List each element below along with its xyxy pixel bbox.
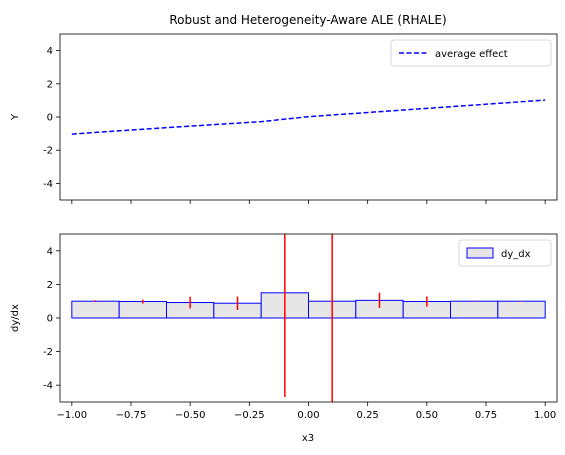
- plot-area: [71, 234, 546, 402]
- y-tick-label: 2: [47, 79, 53, 90]
- y-tick-label: 4: [47, 246, 53, 257]
- legend-label: average effect: [435, 49, 508, 60]
- x-tick-label: −0.75: [116, 410, 147, 421]
- bar: [450, 300, 499, 319]
- axes-frame: [59, 233, 558, 403]
- y-tick-label: -4: [43, 381, 53, 392]
- plot-area: [71, 99, 546, 135]
- x-tick-label: 0.50: [416, 410, 438, 421]
- legend-label: dy_dx: [501, 249, 531, 260]
- axes-frame: [59, 33, 558, 201]
- x-tick-label: 0.25: [357, 410, 379, 421]
- y-tick-label: -2: [43, 347, 53, 358]
- top-panel: -4 -2 0 2 4 average effect: [43, 33, 558, 204]
- x-tick-label: 1.00: [534, 410, 556, 421]
- y-tick-label: -2: [43, 146, 53, 157]
- bottom-y-axis-label: dy/dx: [10, 304, 21, 332]
- legend-box: [458, 239, 552, 267]
- x-tick-label: −1.00: [57, 410, 88, 421]
- average-effect-line: [71, 99, 546, 135]
- bar: [118, 301, 167, 319]
- y-tick-label: 0: [47, 113, 53, 124]
- x-tick-label: 0.00: [297, 410, 319, 421]
- y-tick-label: 4: [47, 46, 53, 57]
- top-y-axis-label: Y: [10, 113, 21, 121]
- y-tick-label: -4: [43, 179, 53, 190]
- x-tick-label: 0.75: [475, 410, 497, 421]
- y-tick-label: 2: [47, 280, 53, 291]
- bottom-panel: -4 -2 0 2 4 −1.00 −0.75 −0.50 −0.25 0.00 0.25 0.50 0…: [43, 233, 558, 421]
- x-tick-label: −0.50: [175, 410, 206, 421]
- chart-title: Robust and Heterogeneity-Aware ALE (RHAL…: [169, 13, 446, 27]
- bottom-x-axis-label: x3: [302, 433, 314, 444]
- legend-swatch: [466, 247, 494, 259]
- y-tick-label: 0: [47, 314, 53, 325]
- bar: [497, 300, 546, 319]
- x-tick-label: −0.25: [234, 410, 265, 421]
- legend-box: [390, 39, 552, 67]
- bar: [71, 300, 120, 319]
